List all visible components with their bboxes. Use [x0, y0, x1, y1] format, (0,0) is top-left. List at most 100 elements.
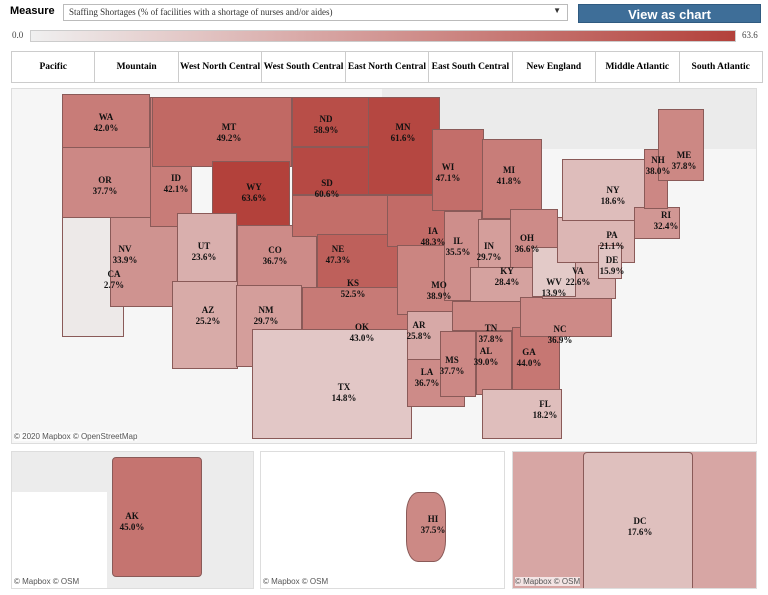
hawaii-inset[interactable]: HI 37.5% © Mapbox © OSM: [260, 451, 505, 589]
state-code: RI: [660, 210, 671, 220]
region-south-atlantic[interactable]: South Atlantic: [691, 62, 750, 72]
state-label-ms: MS 37.7%: [440, 355, 465, 377]
state-label-va: VA 22.6%: [566, 266, 591, 288]
state-label-la: LA 36.7%: [415, 367, 440, 389]
state-value: 25.2%: [195, 316, 221, 326]
region-west-north-central[interactable]: West North Central: [179, 52, 263, 82]
state-value: 45.0%: [119, 522, 145, 532]
region-east-south-central[interactable]: East South Central: [429, 52, 513, 82]
region-new-england[interactable]: New England: [513, 52, 597, 82]
state-value: 61.6%: [390, 133, 416, 143]
state-code: WV: [546, 277, 562, 287]
state-or[interactable]: [62, 147, 154, 219]
state-value: 42.1%: [163, 184, 189, 194]
state-tx[interactable]: [252, 329, 412, 439]
state-value: 39.0%: [473, 357, 499, 367]
state-label-ut: UT 23.6%: [192, 241, 217, 263]
state-code: CO: [268, 245, 282, 255]
state-label-il: IL 35.5%: [446, 236, 471, 258]
inset-attribution: © Mapbox © OSM: [515, 577, 581, 586]
state-label-mn: MN 61.6%: [391, 122, 416, 144]
measure-dropdown[interactable]: Staffing Shortages (% of facilities with…: [63, 4, 568, 21]
state-label-ri: RI 32.4%: [654, 210, 679, 232]
state-az[interactable]: [172, 281, 238, 369]
alaska-inset[interactable]: AK 45.0% © Mapbox © OSM: [11, 451, 254, 589]
inset-attribution: © Mapbox © OSM: [14, 577, 80, 586]
state-code: ID: [170, 173, 181, 183]
state-code: DE: [605, 255, 619, 265]
state-value: 28.4%: [494, 277, 520, 287]
state-mi[interactable]: [482, 139, 542, 219]
state-code: NV: [118, 244, 132, 254]
state-wi[interactable]: [432, 129, 484, 211]
state-nd[interactable]: [292, 97, 370, 147]
dc-inset[interactable]: DC 17.6% © Mapbox © OSM: [512, 451, 757, 589]
state-pa[interactable]: [557, 217, 635, 263]
state-value: 32.4%: [653, 221, 679, 231]
state-value: 47.1%: [435, 173, 461, 183]
state-code: KS: [346, 278, 359, 288]
state-label-nh: NH 38.0%: [646, 155, 671, 177]
state-code: TX: [337, 382, 351, 392]
region-pacific[interactable]: Pacific: [12, 52, 96, 82]
state-label-me: ME 37.8%: [672, 150, 697, 172]
region-west-south-central[interactable]: West South Central: [262, 52, 346, 82]
state-me[interactable]: [658, 109, 704, 181]
state-label-in: IN 29.7%: [477, 241, 502, 263]
state-value: 14.8%: [331, 393, 357, 403]
state-code: GA: [522, 347, 536, 357]
state-value: 58.9%: [313, 125, 339, 135]
state-label-wa: WA 42.0%: [94, 112, 119, 134]
state-value: 33.9%: [112, 255, 138, 265]
state-wa[interactable]: [62, 94, 150, 149]
state-code: OH: [519, 233, 534, 243]
state-value: 23.6%: [191, 252, 217, 262]
state-hi[interactable]: [406, 492, 446, 562]
state-value: 36.7%: [414, 378, 440, 388]
state-label-mt: MT 49.2%: [217, 122, 242, 144]
region-middle-atlantic[interactable]: Middle Atlantic: [596, 52, 680, 82]
state-value: 37.7%: [439, 366, 465, 376]
state-label-az: AZ 25.2%: [196, 305, 221, 327]
state-fl[interactable]: [482, 389, 562, 439]
state-de[interactable]: [598, 245, 622, 279]
us-map[interactable]: WA 42.0% OR 37.7% CA 2.7% NV 33.9% ID 42.1% MT 49.2…: [11, 88, 757, 444]
state-label-ia: IA 48.3%: [421, 226, 446, 248]
region-east-north-central[interactable]: East North Central: [346, 52, 430, 82]
state-value: 22.6%: [565, 277, 591, 287]
state-ut[interactable]: [177, 213, 237, 283]
state-sd[interactable]: [292, 147, 370, 195]
state-code: UT: [197, 241, 211, 251]
state-value: 2.7%: [103, 280, 125, 290]
state-mn[interactable]: [368, 97, 440, 195]
state-label-co: CO 36.7%: [263, 245, 288, 267]
state-code: MO: [431, 280, 447, 290]
state-value: 29.7%: [253, 316, 279, 326]
state-label-pa: PA 21.1%: [600, 230, 625, 252]
legend-max: 63.6: [742, 30, 758, 40]
state-mt[interactable]: [152, 97, 292, 167]
state-al[interactable]: [476, 331, 512, 395]
legend-min: 0.0: [12, 30, 24, 40]
state-label-ny: NY 18.6%: [601, 185, 626, 207]
state-ri[interactable]: [634, 207, 680, 239]
state-code: AR: [412, 320, 426, 330]
state-value: 42.0%: [93, 123, 119, 133]
state-label-dc: DC 17.6%: [628, 516, 653, 538]
state-value: 41.8%: [496, 176, 522, 186]
state-label-or: OR 37.7%: [93, 175, 118, 197]
region-mountain[interactable]: Mountain: [95, 52, 179, 82]
state-label-oh: OH 36.6%: [515, 233, 540, 255]
state-ak[interactable]: [112, 457, 202, 577]
state-label-wy: WY 63.6%: [242, 182, 267, 204]
state-code: NM: [258, 305, 274, 315]
state-label-al: AL 39.0%: [474, 346, 499, 368]
state-label-ks: KS 52.5%: [341, 278, 366, 300]
state-dc[interactable]: [583, 452, 693, 588]
state-ms[interactable]: [440, 331, 476, 397]
state-code: SD: [321, 178, 333, 188]
state-label-ak: AK 45.0%: [120, 511, 145, 533]
state-label-nm: NM 29.7%: [254, 305, 279, 327]
state-ne[interactable]: [292, 195, 388, 237]
view-as-chart-button[interactable]: View as chart: [578, 4, 761, 23]
